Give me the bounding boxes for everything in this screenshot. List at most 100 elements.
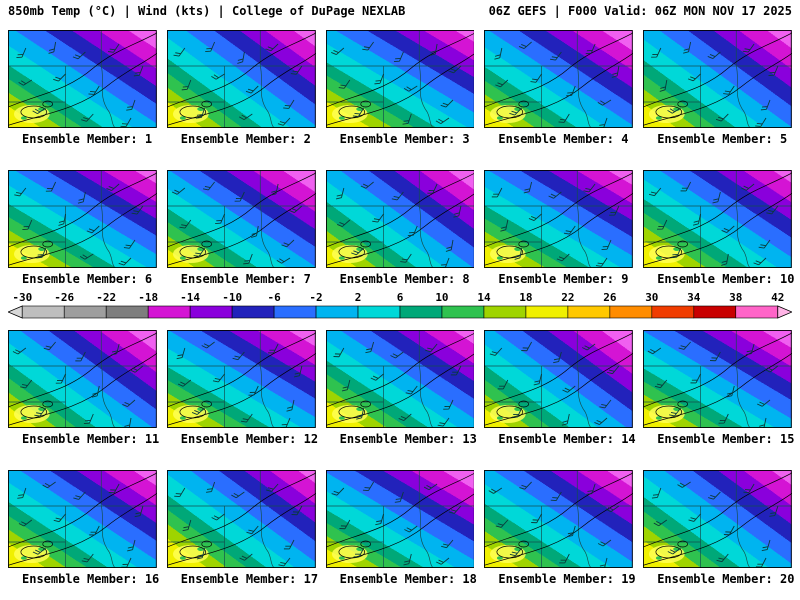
map-image: [484, 470, 634, 568]
map-image: [484, 170, 634, 268]
temperature-wind-map: [166, 470, 316, 568]
ensemble-map-tile: Ensemble Member: 20: [643, 470, 795, 586]
colorbar-tick-label: 6: [396, 291, 404, 304]
temperature-wind-map: [484, 170, 634, 268]
colorbar-tick-label: -30: [12, 291, 33, 304]
ensemble-member-label: Ensemble Member: 3: [339, 132, 470, 146]
ensemble-member-label: Ensemble Member: 1: [22, 132, 153, 146]
temperature-wind-map: [8, 330, 157, 428]
ensemble-map-tile: Ensemble Member: 5: [643, 30, 792, 146]
ensemble-map-tile: Ensemble Member: 16: [8, 470, 160, 586]
colorbar-tick-label: 14: [477, 291, 491, 304]
map-image: [166, 170, 316, 268]
temperature-wind-map: [8, 30, 157, 128]
temperature-wind-map: [8, 170, 157, 268]
colorbar-tick-label: -2: [309, 291, 323, 304]
temperature-wind-map: [484, 470, 634, 568]
ensemble-member-label: Ensemble Member: 11: [22, 432, 160, 446]
map-image: [484, 30, 634, 128]
temperature-wind-map: [643, 330, 792, 428]
colorbar-tick-labels: -30 -26 -22 -18 -14 -10 -6 -2 2 6 10 14 18 22 26 30 34 38…: [8, 291, 792, 304]
map-image: [643, 30, 792, 128]
temperature-wind-map: [166, 30, 316, 128]
temperature-wind-map: [8, 470, 157, 568]
map-image: [484, 330, 634, 428]
map-image: [325, 170, 475, 268]
colorbar-tick-label: -6: [267, 291, 281, 304]
map-image: [325, 470, 475, 568]
colorbar-tick-label: 30: [645, 291, 659, 304]
map-image: [8, 30, 157, 128]
ensemble-map-tile: Ensemble Member: 14: [484, 330, 636, 446]
temperature-wind-map: [643, 30, 792, 128]
ensemble-member-label: Ensemble Member: 15: [657, 432, 795, 446]
ensemble-member-label: Ensemble Member: 5: [657, 132, 788, 146]
colorbar: -30 -26 -22 -18 -14 -10 -6 -2 2 6 10 14 18 22 26 30 34 38…: [8, 291, 792, 321]
colorbar-tick-label: -26: [54, 291, 75, 304]
ensemble-map-tile: Ensemble Member: 8: [325, 170, 475, 286]
colorbar-tick-label: -14: [180, 291, 201, 304]
colorbar-tick-label: 34: [687, 291, 701, 304]
map-image: [643, 170, 792, 268]
ensemble-map-tile: Ensemble Member: 11: [8, 330, 160, 446]
ensemble-map-tile: Ensemble Member: 4: [484, 30, 634, 146]
ensemble-map-tile: Ensemble Member: 2: [166, 30, 316, 146]
temperature-wind-map: [484, 30, 634, 128]
map-image: [166, 330, 316, 428]
ensemble-map-tile: Ensemble Member: 15: [643, 330, 795, 446]
ensemble-member-label: Ensemble Member: 18: [339, 572, 477, 586]
map-image: [8, 330, 157, 428]
map-image: [8, 170, 157, 268]
ensemble-member-label: Ensemble Member: 20: [657, 572, 795, 586]
temperature-wind-map: [484, 330, 634, 428]
map-image: [325, 30, 475, 128]
colorbar-tick-label: 38: [729, 291, 743, 304]
ensemble-map-tile: Ensemble Member: 18: [325, 470, 477, 586]
ensemble-map-tile: Ensemble Member: 10: [643, 170, 795, 286]
ensemble-map-tile: Ensemble Member: 7: [166, 170, 316, 286]
ensemble-member-label: Ensemble Member: 10: [657, 272, 795, 286]
temperature-wind-map: [166, 170, 316, 268]
ensemble-member-label: Ensemble Member: 6: [22, 272, 153, 286]
ensemble-member-label: Ensemble Member: 9: [498, 272, 629, 286]
header-bar: 850mb Temp (°C) | Wind (kts) | College o…: [0, 0, 800, 22]
ensemble-member-label: Ensemble Member: 14: [498, 432, 636, 446]
map-image: [166, 30, 316, 128]
ensemble-member-label: Ensemble Member: 7: [180, 272, 311, 286]
colorbar-tick-label: -22: [96, 291, 117, 304]
colorbar-tick-label: 42: [771, 291, 785, 304]
colorbar-tick-label: -10: [222, 291, 243, 304]
product-title: 850mb Temp (°C) | Wind (kts) | College o…: [8, 4, 406, 18]
ensemble-map-tile: Ensemble Member: 9: [484, 170, 634, 286]
ensemble-member-label: Ensemble Member: 8: [339, 272, 470, 286]
ensemble-row-4: Ensemble Member: 16 Ensemble Member: 17 …: [8, 470, 795, 586]
ensemble-row-2: Ensemble Member: 6 Ensemble Member: 7 En…: [8, 170, 795, 286]
ensemble-row-3: Ensemble Member: 11 Ensemble Member: 12 …: [8, 330, 795, 446]
ensemble-member-label: Ensemble Member: 16: [22, 572, 160, 586]
colorbar-tick-label: -18: [138, 291, 159, 304]
temperature-wind-map: [325, 470, 475, 568]
ensemble-map-tile: Ensemble Member: 1: [8, 30, 157, 146]
temperature-wind-map: [643, 170, 792, 268]
colorbar-tick-label: 2: [354, 291, 362, 304]
ensemble-member-label: Ensemble Member: 4: [498, 132, 629, 146]
ensemble-map-tile: Ensemble Member: 6: [8, 170, 157, 286]
ensemble-member-label: Ensemble Member: 13: [339, 432, 477, 446]
ensemble-map-tile: Ensemble Member: 13: [325, 330, 477, 446]
map-image: [166, 470, 316, 568]
temperature-wind-map: [643, 470, 792, 568]
colorbar-tick-label: 18: [519, 291, 533, 304]
temperature-wind-map: [325, 330, 475, 428]
colorbar-scale: [8, 305, 792, 319]
ensemble-member-label: Ensemble Member: 2: [180, 132, 311, 146]
map-image: [643, 330, 792, 428]
ensemble-member-label: Ensemble Member: 19: [498, 572, 636, 586]
map-image: [325, 330, 475, 428]
colorbar-tick-label: 26: [603, 291, 617, 304]
run-valid-time: 06Z GEFS | F000 Valid: 06Z MON NOV 17 20…: [488, 4, 792, 18]
temperature-wind-map: [325, 170, 475, 268]
ensemble-member-label: Ensemble Member: 17: [180, 572, 319, 586]
temperature-wind-map: [166, 330, 316, 428]
temperature-wind-map: [325, 30, 475, 128]
